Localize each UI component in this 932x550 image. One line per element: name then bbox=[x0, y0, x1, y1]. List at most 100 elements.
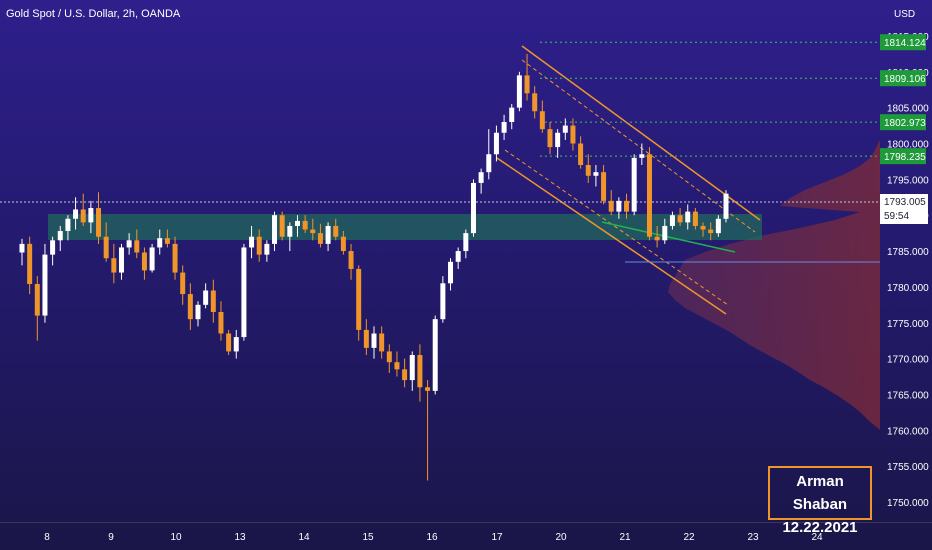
candle-body bbox=[34, 284, 40, 316]
candle-body bbox=[409, 355, 415, 381]
candle-body bbox=[180, 272, 186, 295]
channel-lower-dashed bbox=[504, 149, 729, 306]
candle-body bbox=[417, 355, 423, 388]
y-tick-label: 1755.000 bbox=[887, 462, 929, 473]
candle-body bbox=[677, 215, 683, 223]
x-tick-label: 24 bbox=[811, 532, 823, 543]
candle-body bbox=[402, 369, 408, 381]
x-tick-label: 16 bbox=[426, 532, 438, 543]
candle-body bbox=[195, 304, 201, 320]
candle-body bbox=[157, 238, 163, 248]
candle-body bbox=[654, 236, 660, 241]
candle-body bbox=[631, 157, 637, 212]
candle-body bbox=[272, 215, 278, 244]
candle-body bbox=[386, 351, 392, 363]
candle-body bbox=[601, 172, 607, 201]
y-tick-label: 1775.000 bbox=[887, 319, 929, 330]
candle-body bbox=[486, 154, 492, 173]
y-tick-label: 1795.000 bbox=[887, 175, 929, 186]
candle-body bbox=[685, 211, 691, 223]
candle-body bbox=[187, 294, 193, 320]
author-signature: Arman Shaban 12.22.2021 bbox=[768, 466, 872, 536]
candle-body bbox=[555, 132, 561, 148]
y-tick-label: 1780.000 bbox=[887, 283, 929, 294]
x-tick-label: 23 bbox=[747, 532, 759, 543]
price-badge-label: 1802.973 bbox=[884, 118, 926, 129]
y-tick-label: 1805.000 bbox=[887, 104, 929, 115]
candle-body bbox=[448, 261, 454, 284]
candle-body bbox=[692, 211, 698, 226]
candle-body bbox=[593, 172, 599, 176]
candle-body bbox=[42, 254, 48, 316]
candle-body bbox=[218, 311, 224, 334]
candle-body bbox=[478, 172, 484, 183]
x-tick-label: 21 bbox=[619, 532, 631, 543]
axis-separator bbox=[0, 522, 932, 523]
candle-body bbox=[134, 240, 140, 253]
candle-body bbox=[294, 220, 300, 226]
price-badge-label: 1798.235 bbox=[884, 152, 926, 163]
price-badge-label: 1814.124 bbox=[884, 38, 926, 49]
current-price-box bbox=[880, 194, 928, 224]
candle-body bbox=[532, 93, 538, 112]
candle-body bbox=[141, 252, 147, 271]
author-date: 12.22.2021 bbox=[782, 519, 858, 536]
candle-body bbox=[50, 240, 56, 255]
candle-body bbox=[455, 251, 461, 262]
channel-green-line bbox=[601, 221, 736, 253]
candle-body bbox=[700, 225, 706, 230]
candle-body bbox=[340, 236, 346, 252]
y-tick-label: 1760.000 bbox=[887, 426, 929, 437]
candle-body bbox=[73, 209, 79, 219]
descending-channel bbox=[0, 45, 880, 315]
candle-body bbox=[287, 225, 293, 237]
candle-body bbox=[723, 193, 729, 219]
x-tick-label: 14 bbox=[298, 532, 310, 543]
candle-body bbox=[96, 208, 102, 237]
channel-lower-line bbox=[496, 157, 727, 315]
candle-body bbox=[624, 200, 630, 212]
candle-body bbox=[585, 165, 591, 176]
current-price-value: 1793.005 bbox=[884, 197, 926, 208]
price-badge bbox=[880, 114, 926, 131]
candle-body bbox=[57, 230, 63, 241]
candle-body bbox=[578, 143, 584, 166]
candle-body bbox=[493, 132, 499, 155]
candle-body bbox=[348, 251, 354, 269]
candle-body bbox=[516, 75, 522, 108]
currency-label: USD bbox=[894, 9, 915, 20]
price-levels bbox=[540, 41, 880, 157]
x-tick-label: 9 bbox=[108, 532, 114, 543]
price-badges: 1814.124 1809.106 1802.973 1798.235 bbox=[880, 34, 926, 165]
support-zone bbox=[48, 214, 762, 240]
candle-body bbox=[463, 233, 469, 252]
candle-body bbox=[310, 229, 316, 234]
y-tick-label: 1800.000 bbox=[887, 140, 929, 151]
y-tick-label: 1770.000 bbox=[887, 355, 929, 366]
y-tick-label: 1750.000 bbox=[887, 498, 929, 509]
candle-body bbox=[19, 243, 25, 253]
x-tick-label: 13 bbox=[234, 532, 246, 543]
candle-body bbox=[65, 218, 71, 231]
volume-profile-area bbox=[668, 140, 880, 430]
candle-body bbox=[669, 215, 675, 226]
y-tick-label: 1785.000 bbox=[887, 247, 929, 258]
price-badge bbox=[880, 34, 926, 51]
candle-body bbox=[425, 387, 431, 391]
candle-body bbox=[233, 337, 239, 352]
candle-body bbox=[646, 154, 652, 237]
x-tick-label: 8 bbox=[44, 532, 50, 543]
current-price-badge: 1793.005 59:54 bbox=[880, 194, 928, 224]
candle-body bbox=[501, 121, 507, 133]
price-badge-label: 1809.106 bbox=[884, 74, 926, 85]
price-badge bbox=[880, 70, 926, 87]
candle-body bbox=[562, 125, 568, 133]
candle-body bbox=[708, 229, 714, 234]
candle-body bbox=[509, 107, 515, 122]
candle-body bbox=[27, 243, 33, 285]
candle-body bbox=[371, 333, 377, 348]
candle-body bbox=[88, 208, 94, 223]
candle-body bbox=[363, 329, 369, 348]
